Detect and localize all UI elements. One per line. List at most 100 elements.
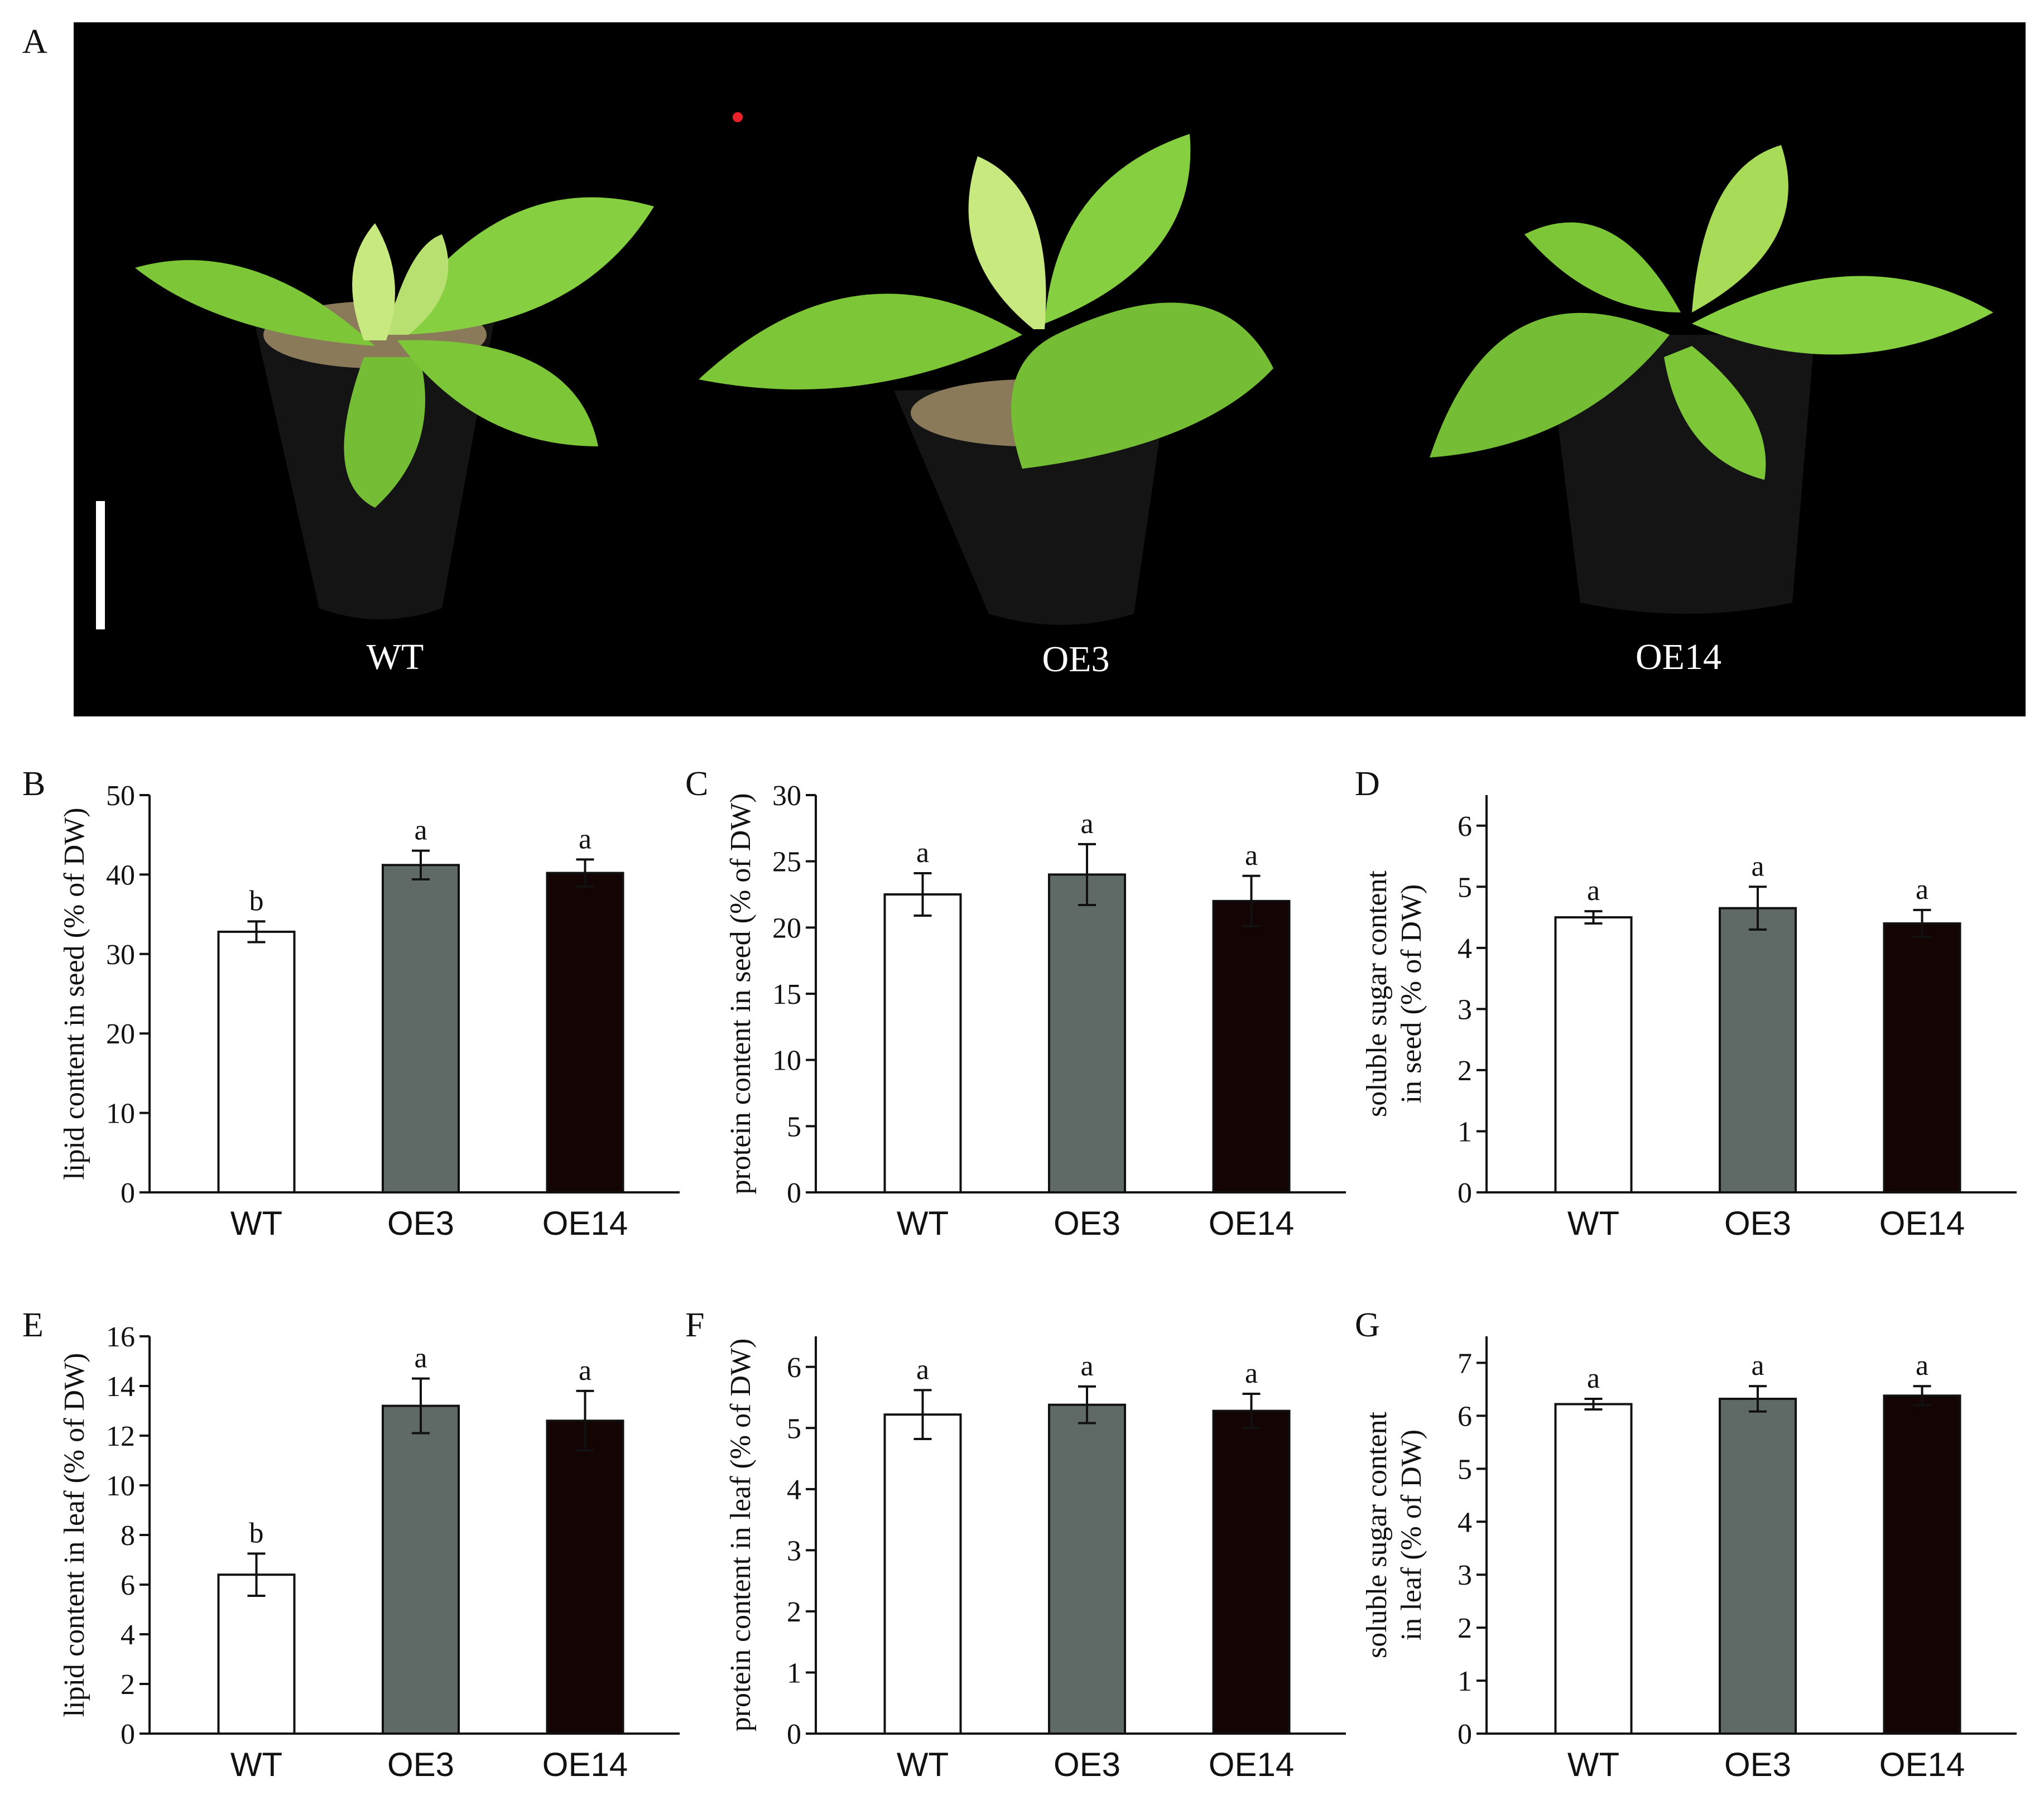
bar-oe14 xyxy=(546,872,624,1193)
y-tick-label: 40 xyxy=(106,859,135,891)
scale-bar xyxy=(96,501,105,629)
significance-label: a xyxy=(414,815,427,846)
bar-oe14 xyxy=(546,1419,624,1735)
x-tick-label-oe14: OE14 xyxy=(542,1205,628,1242)
y-tick-label: 8 xyxy=(121,1520,135,1552)
bar-wt xyxy=(883,893,962,1193)
y-tick-label: 20 xyxy=(772,912,801,944)
x-tick-label-wt: WT xyxy=(230,1205,282,1242)
x-tick-label-oe14: OE14 xyxy=(1209,1746,1294,1783)
x-tick-label-oe3: OE3 xyxy=(1724,1746,1791,1783)
y-tick-label: 10 xyxy=(106,1098,135,1130)
x-tick-label-oe14: OE14 xyxy=(1879,1205,1965,1242)
y-tick-label: 16 xyxy=(106,1321,135,1353)
y-tick-label: 0 xyxy=(1458,1177,1472,1209)
y-tick-label: 4 xyxy=(1458,1507,1472,1538)
bar-oe14 xyxy=(1883,1394,1961,1735)
y-tick-label: 0 xyxy=(787,1177,801,1209)
significance-label: a xyxy=(1080,1350,1093,1382)
y-tick-label: 6 xyxy=(1458,1400,1472,1432)
significance-label: a xyxy=(916,1354,929,1385)
y-axis-label: in seed (% of DW) xyxy=(1396,884,1427,1104)
plant-oe14-illustration xyxy=(1430,145,1993,614)
y-tick-label: 0 xyxy=(121,1177,135,1209)
significance-label: a xyxy=(579,823,591,855)
significance-label: a xyxy=(1751,1350,1764,1382)
significance-label: a xyxy=(1916,1350,1928,1382)
significance-label: a xyxy=(1080,808,1093,840)
bar-wt xyxy=(1554,916,1633,1193)
y-tick-label: 0 xyxy=(1458,1719,1472,1750)
significance-label: a xyxy=(1245,1358,1258,1389)
y-tick-label: 50 xyxy=(106,780,135,812)
y-tick-label: 6 xyxy=(121,1570,135,1601)
y-axis-label: protein content in leaf (% of DW) xyxy=(725,1339,757,1732)
y-tick-label: 10 xyxy=(106,1470,135,1502)
y-tick-label: 0 xyxy=(121,1719,135,1750)
panel-letter-e: E xyxy=(22,1306,44,1344)
y-tick-label: 4 xyxy=(121,1619,135,1651)
x-tick-label-oe3: OE3 xyxy=(1724,1205,1791,1242)
plant-label-oe14: OE14 xyxy=(1636,637,1721,677)
significance-label: a xyxy=(1245,840,1258,872)
x-tick-label-wt: WT xyxy=(230,1746,282,1783)
plant-photo-illustration xyxy=(96,112,1993,629)
significance-label: a xyxy=(1587,875,1600,907)
panel-letter-f: F xyxy=(685,1306,705,1344)
bar-oe14 xyxy=(1883,922,1961,1193)
x-tick-label-oe3: OE3 xyxy=(387,1205,454,1242)
x-tick-label-wt: WT xyxy=(1567,1746,1619,1783)
y-axis-label: lipid content in leaf (% of DW) xyxy=(59,1353,90,1717)
plant-label-oe3: OE3 xyxy=(1042,639,1110,680)
y-tick-label: 2 xyxy=(1458,1055,1472,1087)
y-axis-label: protein content in seed (% of DW) xyxy=(725,793,757,1194)
plant-oe3-illustration xyxy=(699,134,1273,625)
x-tick-label-wt: WT xyxy=(897,1205,949,1242)
x-tick-label-oe14: OE14 xyxy=(542,1746,628,1783)
y-tick-label: 7 xyxy=(1458,1347,1472,1379)
y-tick-label: 3 xyxy=(787,1535,801,1567)
significance-label: a xyxy=(1587,1363,1600,1394)
y-tick-label: 0 xyxy=(787,1719,801,1750)
panel-letter-c: C xyxy=(685,765,709,803)
panel-a-letter: A xyxy=(22,23,47,61)
y-tick-label: 1 xyxy=(1458,1116,1472,1148)
y-tick-label: 30 xyxy=(106,939,135,971)
y-tick-label: 12 xyxy=(106,1421,135,1452)
y-tick-label: 2 xyxy=(787,1596,801,1628)
y-tick-label: 5 xyxy=(1458,872,1472,903)
y-tick-label: 1 xyxy=(1458,1666,1472,1697)
red-dot xyxy=(733,112,743,122)
y-axis-label: in leaf (% of DW) xyxy=(1396,1430,1427,1640)
x-tick-label-oe3: OE3 xyxy=(1054,1205,1120,1242)
y-tick-label: 6 xyxy=(787,1352,801,1384)
y-tick-label: 15 xyxy=(772,979,801,1010)
bar-wt xyxy=(217,930,296,1193)
y-tick-label: 6 xyxy=(1458,811,1472,843)
bar-oe3 xyxy=(382,864,460,1193)
plant-label-wt: WT xyxy=(366,637,424,677)
bar-wt xyxy=(1554,1403,1633,1735)
bar-wt xyxy=(883,1413,962,1735)
x-tick-label-wt: WT xyxy=(1567,1205,1619,1242)
bar-oe3 xyxy=(1719,907,1797,1193)
y-tick-label: 2 xyxy=(121,1669,135,1701)
panel-letter-b: B xyxy=(22,765,46,803)
y-tick-label: 5 xyxy=(1458,1454,1472,1485)
bar-oe3 xyxy=(1048,873,1126,1193)
y-tick-label: 25 xyxy=(772,846,801,878)
y-tick-label: 5 xyxy=(787,1111,801,1143)
y-tick-label: 1 xyxy=(787,1657,801,1689)
y-tick-label: 2 xyxy=(1458,1613,1472,1644)
significance-label: a xyxy=(414,1342,427,1374)
bar-oe14 xyxy=(1212,899,1291,1194)
significance-label: b xyxy=(249,885,264,917)
y-axis-label: soluble sugar content xyxy=(1361,870,1393,1117)
y-axis-label: lipid content in seed (% of DW) xyxy=(59,807,90,1180)
